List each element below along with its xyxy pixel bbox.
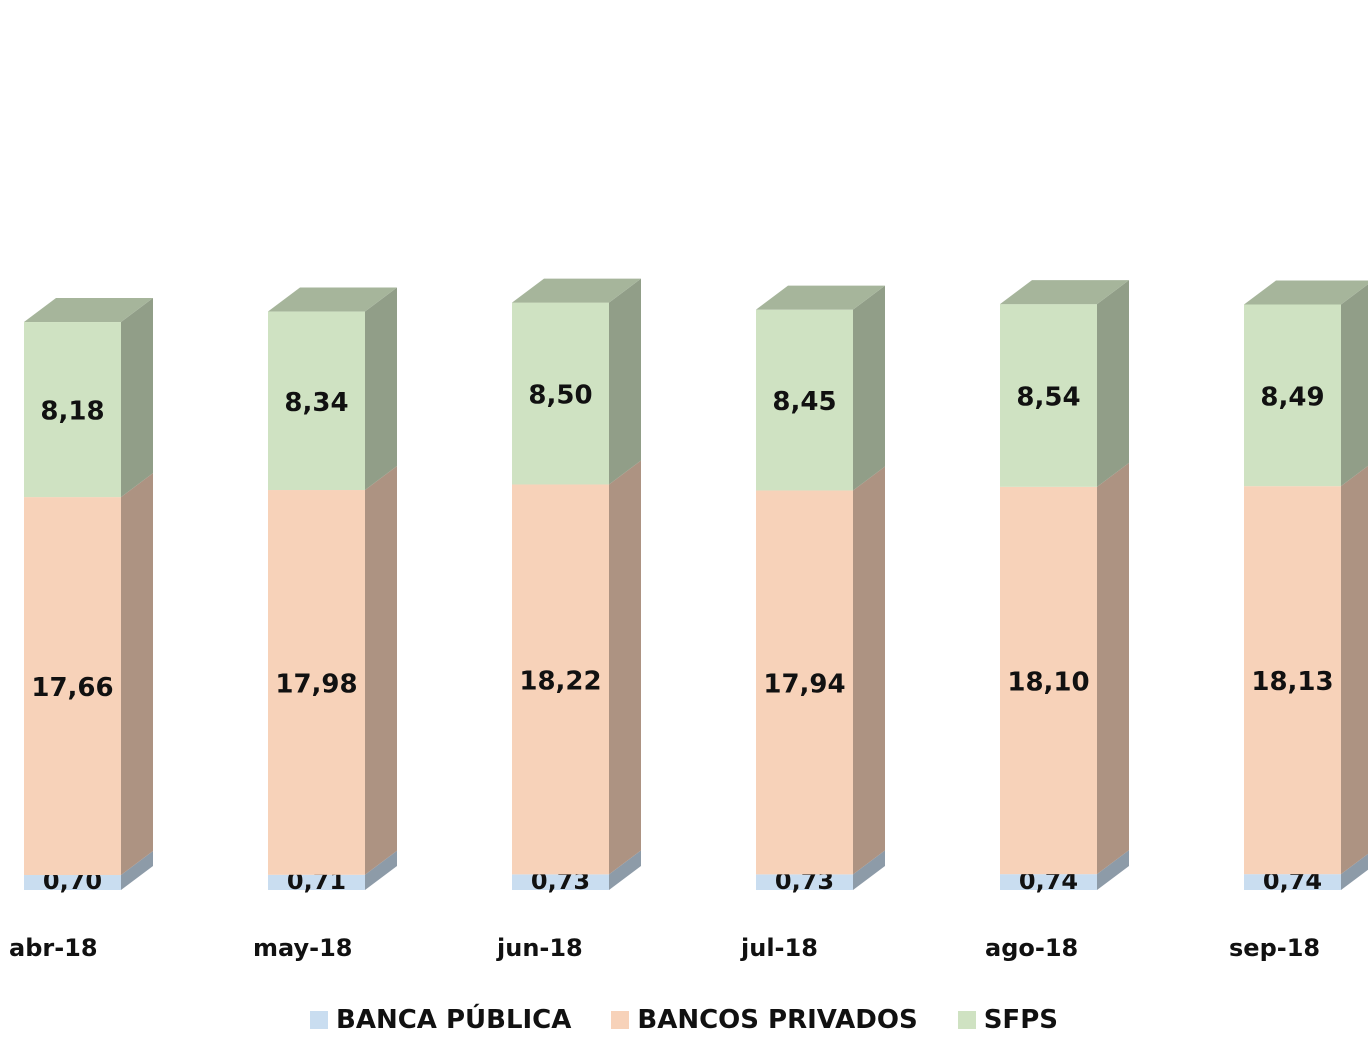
bar-side (609, 850, 641, 890)
bar-front (1244, 304, 1341, 487)
legend-swatch (611, 1011, 630, 1029)
bar-side (1097, 850, 1129, 890)
bar-side (1097, 462, 1129, 875)
data-label: 17,98 (275, 669, 357, 699)
bar-segment: 17,66 (24, 473, 153, 876)
bar-segment: 8,54 (1000, 280, 1129, 487)
legend-label: SFPS (983, 1005, 1058, 1035)
bar-segment: 18,10 (1000, 462, 1129, 875)
data-label: 18,13 (1251, 667, 1333, 697)
chart-legend: BANCA PÚBLICA BANCOS PRIVADOS SFPS (0, 1000, 1368, 1040)
bar-front (756, 309, 853, 491)
bar-side (121, 473, 153, 876)
x-tick-label: jun-18 (496, 934, 583, 962)
data-label: 8,18 (40, 397, 104, 427)
data-label: 8,54 (1016, 382, 1080, 412)
legend-item: BANCOS PRIVADOS (611, 1005, 918, 1035)
x-tick-label: may-18 (253, 934, 352, 962)
x-tick-label: abr-18 (9, 934, 98, 962)
bar-front (268, 874, 365, 890)
bar-side (1341, 284, 1368, 487)
bar-segment: 18,22 (512, 460, 641, 875)
bar-side (1341, 465, 1368, 875)
legend-item: SFPS (957, 1005, 1058, 1035)
data-label: 8,45 (772, 387, 836, 417)
bar-side (365, 287, 397, 491)
bar-front (756, 874, 853, 890)
data-label: 17,94 (763, 669, 845, 699)
bar-segment: 8,18 (24, 298, 153, 498)
bar-top (268, 287, 397, 312)
bar-front (512, 484, 609, 875)
bar-segment: 18,13 (1244, 465, 1368, 875)
bar-side (609, 460, 641, 875)
bar-side (609, 278, 641, 485)
bar-side (1097, 280, 1129, 487)
bar-side (853, 850, 885, 890)
data-label: 18,10 (1007, 667, 1089, 697)
data-label: 18,22 (519, 666, 601, 696)
x-tick-label: ago-18 (985, 934, 1078, 962)
legend-label: BANCOS PRIVADOS (637, 1005, 918, 1035)
bar-front (24, 875, 121, 890)
bar-top (24, 298, 153, 323)
bar-front (1000, 486, 1097, 875)
bar-segment: 8,45 (756, 285, 885, 491)
bar-top (1000, 280, 1129, 305)
bar-front (756, 490, 853, 875)
data-label: 8,34 (284, 388, 348, 418)
data-label: 8,50 (528, 381, 592, 411)
data-label: 8,49 (1260, 382, 1324, 412)
bar-front (1000, 874, 1097, 890)
x-tick-label: sep-18 (1229, 934, 1320, 962)
bar-front (1000, 304, 1097, 487)
bar-front (512, 302, 609, 485)
bar-top (756, 285, 885, 310)
x-tick-label: jul-18 (740, 934, 818, 962)
bar-front (512, 874, 609, 890)
bar-segment: 0,70 (24, 851, 153, 895)
bar-top (1244, 280, 1368, 305)
bar-segment: 17,98 (268, 466, 397, 875)
data-label: 17,66 (31, 673, 113, 703)
legend-swatch (957, 1011, 976, 1029)
bar-segment: 17,94 (756, 466, 885, 875)
bar-segment: 8,49 (1244, 280, 1368, 487)
bar-side (853, 285, 885, 491)
bar-front (24, 322, 121, 498)
legend-swatch (310, 1011, 328, 1029)
bar-side (365, 466, 397, 875)
bar-side (121, 298, 153, 498)
bar-side (121, 851, 153, 890)
legend-item: BANCA PÚBLICA (310, 1005, 571, 1035)
bar-side (1341, 853, 1368, 890)
bar-segment: 8,50 (512, 278, 641, 485)
stacked-bar-chart: 0,7017,668,18abr-180,7117,988,34may-180,… (9, 278, 1368, 962)
bar-top (512, 278, 641, 303)
bar-side (853, 466, 885, 875)
bar-front (1244, 486, 1341, 875)
legend-label: BANCA PÚBLICA (336, 1005, 572, 1035)
bar-front (268, 490, 365, 875)
bar-front (268, 311, 365, 491)
bar-side (365, 850, 397, 890)
bar-front (1244, 874, 1341, 890)
bar-segment: 8,34 (268, 287, 397, 491)
bar-front (24, 497, 121, 876)
